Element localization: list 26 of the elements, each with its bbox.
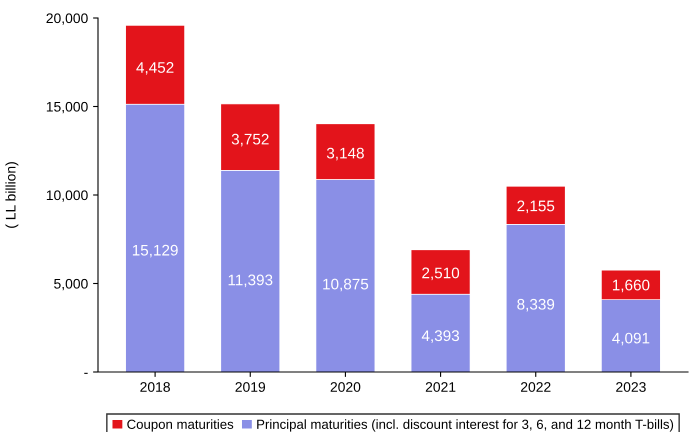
x-tick-label: 2019 (236, 382, 266, 392)
x-tick-label: 2022 (520, 382, 550, 392)
data-label: 4,452 (136, 62, 174, 75)
y-tick-label: 20,000 (46, 13, 88, 25)
data-label: 3,752 (232, 134, 269, 146)
legend-label: Principal maturities (incl. discount interest for 3, 6, and 12 month T-bills) (257, 419, 674, 432)
x-tick-label: 2018 (140, 382, 170, 392)
y-tick-label: 5,000 (54, 278, 88, 290)
x-tick-label: 2021 (426, 382, 456, 392)
legend-label: Coupon maturities (127, 419, 234, 432)
x-tick-label: 2020 (330, 382, 360, 392)
data-label: 2,155 (517, 200, 554, 214)
data-label: 4,393 (422, 330, 460, 343)
data-label: 10,875 (323, 278, 368, 292)
data-label: 15,129 (132, 244, 178, 258)
data-label: 2,510 (422, 268, 460, 280)
y-tick-label: 15,000 (46, 102, 88, 114)
x-tick-label: 2023 (616, 382, 646, 392)
data-label: 3,148 (326, 148, 364, 160)
data-label: 11,393 (228, 274, 272, 288)
y-axis-title: ( LL billion) (5, 162, 18, 228)
data-label: 4,091 (612, 332, 650, 346)
y-tick-label: 10,000 (46, 190, 88, 202)
data-label: 1,660 (612, 280, 650, 292)
y-tick-label: - (84, 372, 88, 374)
data-label: 8,339 (517, 298, 554, 312)
